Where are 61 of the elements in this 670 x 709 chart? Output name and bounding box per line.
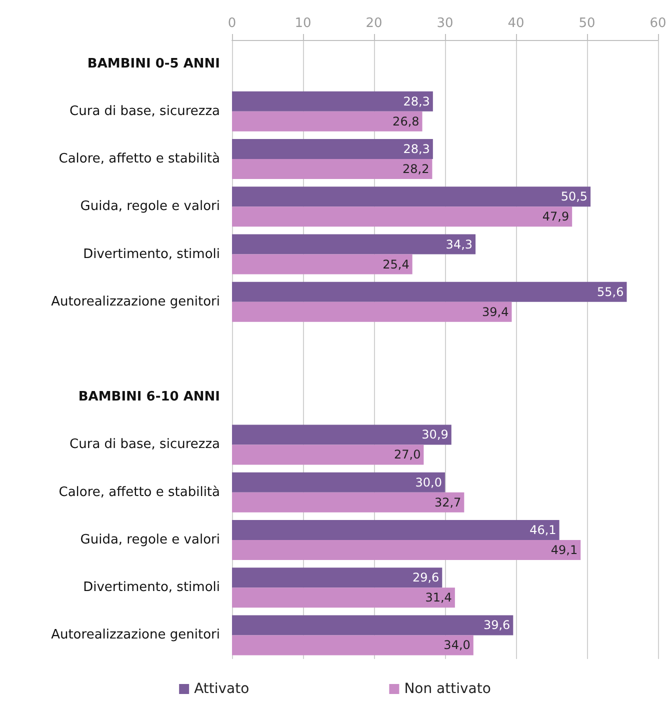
bar — [232, 520, 560, 540]
data-label: 34,3 — [446, 237, 473, 252]
x-tick-label: 40 — [508, 16, 524, 31]
x-tick-label: 20 — [366, 16, 382, 31]
data-label: 28,3 — [403, 94, 430, 108]
bar — [232, 186, 591, 207]
data-label: 34,0 — [444, 638, 470, 652]
data-label: 29,6 — [412, 570, 440, 585]
bar — [232, 159, 432, 180]
bar — [232, 139, 433, 160]
data-label: 47,9 — [542, 210, 570, 224]
data-label: 32,7 — [434, 495, 462, 510]
bar — [232, 234, 476, 254]
x-tick-label: 0 — [228, 16, 236, 31]
bar — [232, 111, 422, 132]
data-label: 26,8 — [392, 114, 420, 128]
data-label: 39,6 — [483, 618, 510, 632]
data-label: 30,0 — [415, 475, 442, 490]
data-label: 31,4 — [425, 590, 452, 605]
y-tick-label: BAMBINI 6-10 ANNI — [78, 390, 220, 405]
data-label: 25,4 — [382, 257, 410, 272]
bar — [232, 302, 512, 322]
data-label: 55,6 — [597, 284, 624, 299]
x-tick-label: 60 — [650, 16, 666, 31]
legend-label: Attivato — [194, 681, 250, 697]
x-tick-label: 50 — [578, 16, 596, 31]
y-tick-label: Autorealizzazione genitori — [51, 628, 220, 643]
y-tick-label: BAMBINI 0-5 ANNI — [87, 56, 220, 72]
bar — [232, 588, 455, 608]
y-tick-label: Divertimento, stimoli — [83, 580, 220, 596]
bar — [232, 206, 572, 227]
y-tick-label: Guida, regole e valori — [80, 199, 220, 214]
bar — [232, 282, 627, 302]
y-tick-label: Autorealizzazione genitori — [51, 294, 220, 310]
data-label: 49,1 — [550, 542, 578, 557]
data-label: 50,5 — [560, 190, 588, 204]
data-label: 28,2 — [402, 162, 430, 176]
bar — [232, 492, 464, 512]
bar — [232, 444, 424, 465]
data-label: 30,9 — [422, 428, 448, 442]
y-tick-label: Cura di base, sicurezza — [70, 104, 220, 119]
bar — [232, 635, 474, 656]
bar — [232, 615, 514, 636]
bar — [232, 424, 452, 445]
bar — [232, 540, 581, 560]
x-tick-label: 30 — [436, 16, 454, 31]
y-tick-label: Guida, regole e valori — [80, 532, 220, 548]
y-tick-label: Calore, affetto e stabilità — [58, 484, 220, 500]
data-label: 27,0 — [394, 448, 421, 462]
data-label: 46,1 — [530, 522, 556, 537]
y-tick-label: Calore, affetto e stabilità — [58, 152, 220, 167]
legend-label: Non attivato — [404, 681, 491, 697]
bar — [232, 472, 445, 492]
data-label: 39,4 — [482, 304, 509, 319]
y-tick-label: Cura di base, sicurezza — [70, 437, 220, 452]
data-label: 28,3 — [403, 142, 430, 156]
bar — [232, 254, 412, 274]
bar — [232, 568, 442, 588]
y-tick-label: Divertimento, stimoli — [83, 246, 220, 262]
bar — [232, 91, 433, 112]
x-tick-label: 10 — [294, 16, 312, 31]
